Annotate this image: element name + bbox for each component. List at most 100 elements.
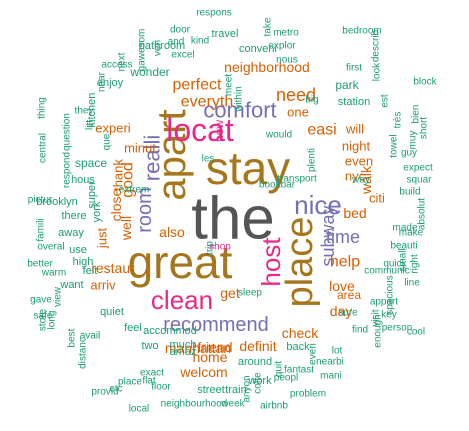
cloud-word: way <box>351 175 370 186</box>
cloud-word: day <box>330 303 353 319</box>
cloud-word: made <box>392 223 417 234</box>
cloud-word: guy <box>401 148 417 159</box>
cloud-word: conveni <box>239 43 277 55</box>
cloud-word: feel <box>124 322 142 334</box>
cloud-word: host <box>256 237 286 287</box>
cloud-word: nous <box>276 55 298 66</box>
cloud-word: thank <box>111 159 126 191</box>
cloud-word: airbnb <box>260 401 288 412</box>
cloud-word: around <box>238 356 272 368</box>
cloud-word: realli <box>140 135 165 181</box>
cloud-word: squar <box>406 175 432 186</box>
cloud-word: high <box>73 256 94 268</box>
cloud-word: appart <box>370 297 399 308</box>
cloud-word: flat <box>142 376 156 387</box>
cloud-word: central <box>38 133 49 163</box>
cloud-word: communic <box>364 266 410 277</box>
cloud-word: gave <box>30 295 52 306</box>
cloud-word: right <box>410 254 421 274</box>
cloud-word: que <box>102 133 113 150</box>
cloud-word: within <box>234 86 245 113</box>
cloud-word: long <box>47 311 58 330</box>
cloud-word: etc <box>109 384 122 395</box>
cloud-word: bathroom <box>139 40 185 52</box>
cloud-word: famili <box>36 218 47 241</box>
cloud-word: train <box>225 384 246 396</box>
cloud-word: close <box>108 188 124 221</box>
cloud-word: even <box>345 154 373 169</box>
cloud-word: citi <box>369 191 385 206</box>
cloud-word: small <box>398 248 409 271</box>
cloud-word: les <box>202 154 215 165</box>
cloud-word: enjoy <box>97 77 124 89</box>
cloud-word: très <box>393 112 404 129</box>
cloud-word: time <box>326 227 360 247</box>
cloud-word: just <box>95 227 110 249</box>
cloud-word: minut <box>124 141 156 156</box>
cloud-word: kind <box>191 36 209 47</box>
cloud-word: explor <box>268 41 296 52</box>
cloud-word: welcom <box>179 364 227 380</box>
cloud-word: floor <box>151 382 171 393</box>
cloud-word: avail <box>80 331 101 342</box>
cloud-word: make <box>399 228 424 239</box>
cloud-word: problem <box>290 389 326 400</box>
cloud-word: love <box>329 278 355 294</box>
cloud-word: describ <box>371 29 382 62</box>
cloud-word: night <box>342 139 371 154</box>
cloud-word: help <box>330 254 360 271</box>
cloud-word: amaz <box>170 346 197 358</box>
cloud-word: take <box>263 17 274 36</box>
cloud-word: trip <box>205 241 216 255</box>
cloud-word: recommend <box>163 314 269 336</box>
cloud-word: there <box>61 210 86 222</box>
cloud-word: bookbar <box>259 180 296 191</box>
cloud-word: check <box>282 325 320 341</box>
cloud-word: warm <box>41 268 66 279</box>
cloud-word: lot <box>332 346 343 357</box>
cloud-word: gawesom <box>137 29 148 72</box>
cloud-word: new <box>212 120 226 142</box>
cloud-word: back <box>286 341 310 353</box>
cloud-word: station <box>338 96 370 108</box>
cloud-word: walk <box>358 165 374 195</box>
cloud-word: kitchen <box>86 93 98 128</box>
cloud-word: quit <box>274 361 285 377</box>
cloud-word: nice <box>294 190 342 220</box>
cloud-word: place <box>279 217 321 308</box>
cloud-word: travel <box>212 28 239 40</box>
cloud-word: wonder <box>129 65 169 79</box>
cloud-word: everi <box>308 343 319 365</box>
cloud-word: fantast <box>284 365 314 376</box>
cloud-word: manhattan <box>165 340 231 356</box>
cloud-word: block <box>413 77 437 88</box>
cloud-word: find <box>352 325 368 336</box>
cloud-word: cool <box>407 327 425 338</box>
cloud-word: and <box>168 37 185 48</box>
cloud-word: definit <box>239 338 276 354</box>
cloud-word: neighbourhood <box>161 399 228 410</box>
cloud-word: meet <box>224 74 235 96</box>
cloud-word: metro <box>273 28 299 39</box>
cloud-word: excel <box>171 50 194 61</box>
cloud-word: great <box>128 236 233 288</box>
cloud-word: away <box>58 227 84 239</box>
cloud-word: first <box>346 63 362 74</box>
cloud-word: park <box>335 78 359 92</box>
cloud-word: spacious <box>385 275 396 314</box>
cloud-word: peopl <box>274 373 298 384</box>
cloud-word: comfort <box>203 98 276 123</box>
cloud-word: one <box>287 105 309 120</box>
cloud-word: use <box>69 244 87 256</box>
cloud-word: extrem <box>119 185 150 196</box>
cloud-word: question <box>62 113 73 151</box>
cloud-word: veri <box>153 40 164 56</box>
cloud-word: line <box>404 278 420 289</box>
cloud-word: transport <box>277 174 317 185</box>
cloud-word: look <box>372 62 383 81</box>
cloud-word: clean <box>151 285 213 315</box>
cloud-word: best <box>67 328 78 347</box>
cloud-word: provid <box>91 387 118 398</box>
cloud-word: nyc <box>345 169 366 184</box>
cloud-word: bien <box>411 105 422 124</box>
